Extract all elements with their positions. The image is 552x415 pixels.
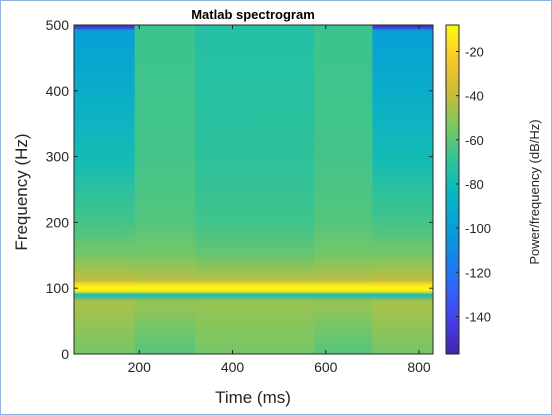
y-tick-label: 0 [61, 346, 69, 362]
x-tick-label: 600 [314, 359, 338, 375]
y-tick-label: 500 [46, 17, 70, 33]
colorbar-tick-label: -120 [465, 265, 491, 280]
chart-title: Matlab spectrogram [191, 7, 315, 22]
spectrogram-plot [74, 25, 434, 354]
spectrogram-segment [134, 25, 196, 354]
x-axis-label: Time (ms) [215, 388, 291, 407]
x-axis: 200 400 600 800 [128, 25, 431, 375]
x-tick-label: 200 [128, 359, 152, 375]
plot-border [73, 24, 434, 355]
colorbar-scale [445, 24, 460, 355]
y-axis-label: Frequency (Hz) [12, 133, 31, 250]
spectrogram-segment [195, 25, 315, 354]
colorbar-label: Power/frequency (dB/Hz) [527, 119, 542, 264]
colorbar-tick-label: -140 [465, 309, 491, 324]
spectrogram-segment [372, 25, 434, 354]
x-tick-label: 400 [221, 359, 245, 375]
y-tick-label: 300 [46, 149, 70, 165]
x-tick-label: 800 [407, 359, 431, 375]
colorbar-tick-label: -60 [465, 133, 484, 148]
colorbar-tick-label: -80 [465, 177, 484, 192]
colorbar-tick-label: -40 [465, 89, 484, 104]
spectrogram-segment [314, 25, 373, 354]
colorbar-tick-label: -100 [465, 221, 491, 236]
y-tick-label: 400 [46, 83, 70, 99]
y-tick-label: 100 [46, 280, 70, 296]
y-axis: 0 100 200 300 400 500 [46, 17, 433, 362]
y-tick-label: 200 [46, 214, 70, 230]
colorbar-tick-label: -20 [465, 44, 484, 59]
spectrogram-segment [74, 25, 136, 354]
colorbar: -20 -40 -60 -80 -100 -120 -140 [445, 24, 491, 355]
